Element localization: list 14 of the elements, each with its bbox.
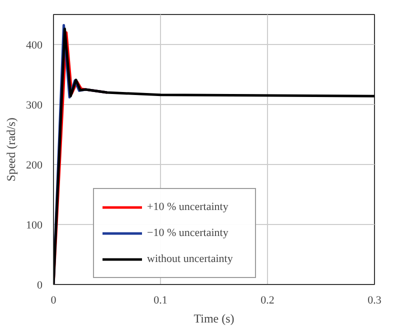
legend-label: −10 % uncertainty	[147, 227, 230, 239]
x-tick-label: 0.2	[260, 294, 274, 306]
x-tick-label: 0.1	[154, 294, 168, 306]
x-tick-label: 0.3	[368, 294, 382, 306]
y-tick-label: 0	[37, 280, 43, 292]
x-axis-title: Time (s)	[194, 312, 234, 326]
y-tick-label: 200	[26, 160, 43, 172]
y-axis-title: Speed (rad/s)	[4, 118, 18, 182]
y-tick-label: 400	[26, 40, 43, 52]
x-tick-label: 0	[50, 294, 57, 306]
legend-label: +10 % uncertainty	[147, 201, 230, 213]
y-tick-label: 300	[26, 100, 43, 112]
legend-label: without uncertainty	[147, 253, 234, 265]
y-tick-label: 100	[26, 220, 43, 232]
